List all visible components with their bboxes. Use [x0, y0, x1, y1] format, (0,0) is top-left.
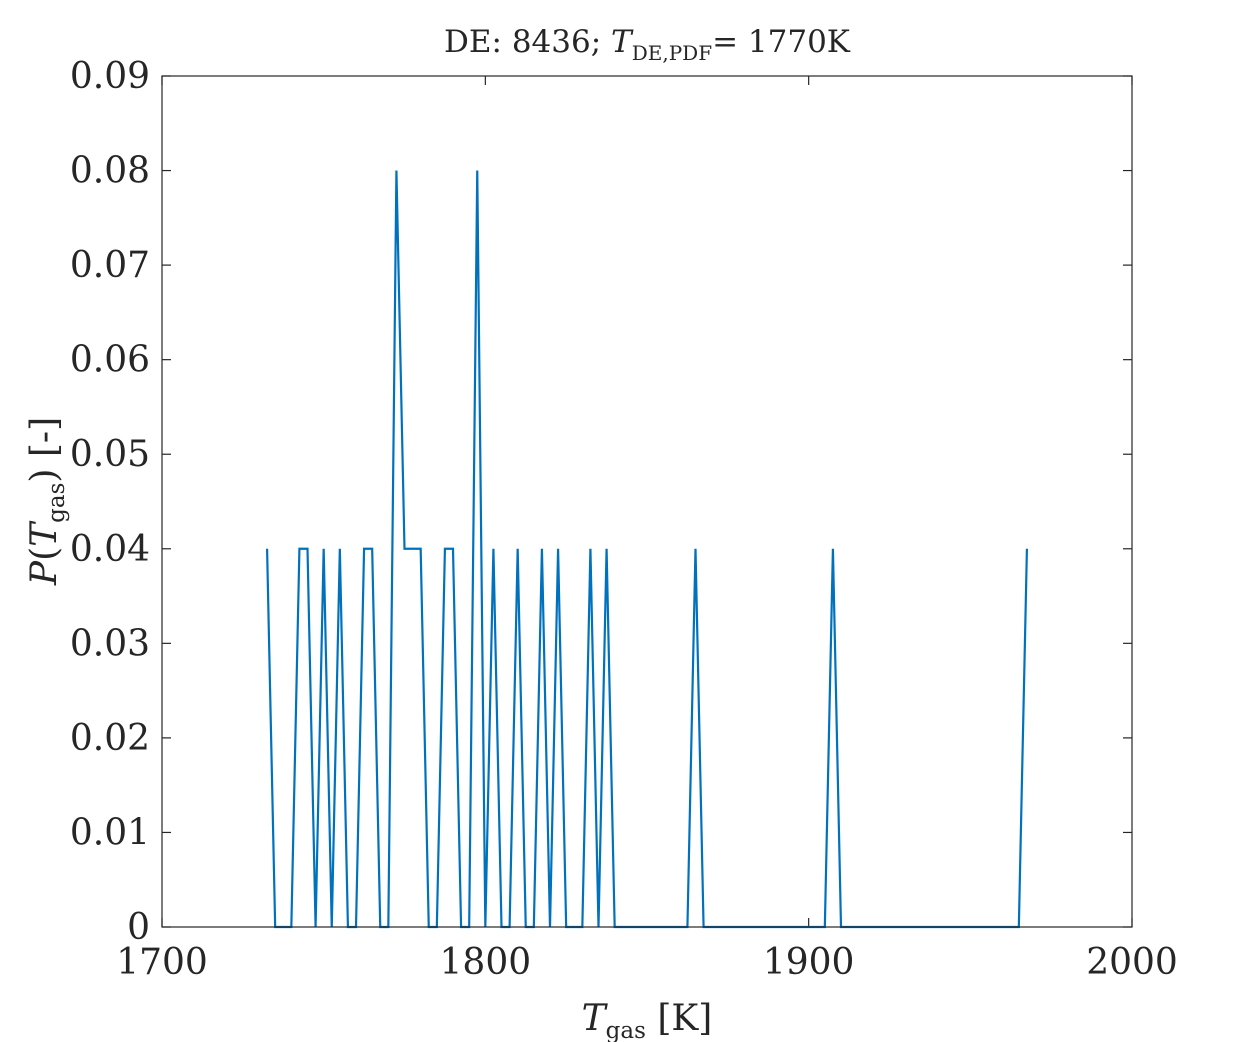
- plot-area: [162, 76, 1132, 927]
- axes-box: [161, 75, 1133, 928]
- ticks: 1700 1800 1900 2000 0 0.01 0.02 0.03 0.04 0.05 0.0…: [70, 56, 1178, 983]
- x-axis-label-unit: [K]: [646, 998, 712, 1039]
- x-tick-label: 1700: [116, 942, 208, 983]
- y-tick-label: 0.03: [70, 623, 150, 664]
- y-tick-label: 0.07: [70, 245, 150, 286]
- y-tick-label: 0.09: [70, 56, 150, 97]
- y-axis-label-suffix: ) [-]: [24, 417, 65, 483]
- x-tick-label: 1900: [763, 942, 855, 983]
- chart-title-prefix: DE: 8436;: [444, 24, 611, 60]
- chart-title-var: T: [611, 24, 634, 60]
- y-axis-label-sub: gas: [44, 483, 70, 523]
- x-axis-label-var: T: [582, 998, 609, 1039]
- x-axis-label: Tgas [K]: [582, 998, 713, 1042]
- chart-title: DE: 8436; TDE,PDF= 1770K: [444, 24, 851, 65]
- y-tick-label: 0.06: [70, 340, 150, 381]
- x-tick-label: 1800: [440, 942, 532, 983]
- y-axis-label-var: T: [24, 520, 65, 547]
- y-tick-label: 0.02: [70, 718, 150, 759]
- y-tick-label: 0: [127, 907, 150, 948]
- y-tick-label: 0.08: [70, 151, 150, 192]
- y-axis-label-prefix-var: P: [24, 560, 65, 586]
- y-axis-label-paren-open: (: [24, 547, 65, 561]
- y-tick-label: 0.05: [70, 434, 150, 475]
- y-axis-label: P(Tgas) [-]: [24, 417, 70, 586]
- chart-title-sub: DE,PDF: [632, 41, 712, 65]
- chart-title-suffix: = 1770K: [712, 24, 851, 60]
- y-tick-label: 0.04: [70, 529, 150, 570]
- x-tick-label: 2000: [1086, 942, 1178, 983]
- x-axis-label-sub: gas: [606, 1018, 646, 1042]
- y-tick-label: 0.01: [70, 812, 150, 853]
